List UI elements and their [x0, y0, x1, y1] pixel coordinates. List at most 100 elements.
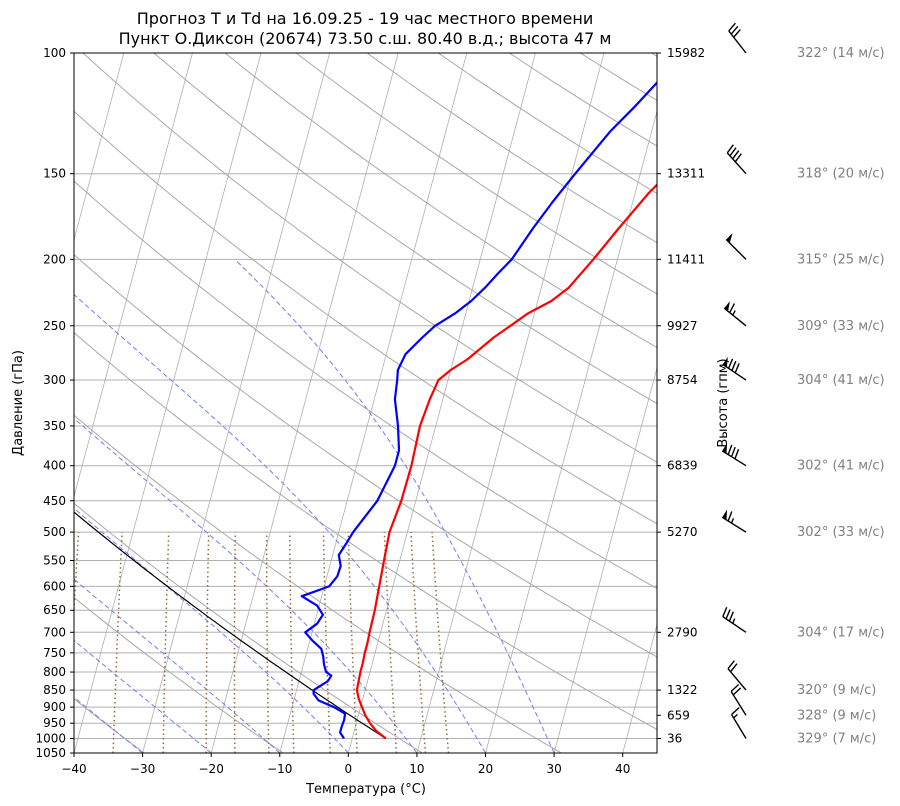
dry-adiabat-line — [153, 53, 657, 405]
wind-barb — [730, 707, 747, 739]
moist-adiabat-line — [74, 578, 281, 753]
height-tick-label: 8754 — [667, 373, 698, 387]
wind-barb-label: 302° (33 м/с) — [797, 525, 885, 540]
height-tick-label: 1322 — [667, 683, 698, 697]
x-axis-label: Температура (°C) — [305, 782, 426, 797]
wind-barb-full — [734, 363, 740, 374]
y-tick-label: 300 — [43, 373, 66, 387]
isotherm-line — [74, 53, 262, 753]
y-tick-label: 200 — [43, 252, 66, 266]
y-tick-label: 900 — [43, 700, 66, 714]
mixing-ratio-line — [383, 532, 398, 753]
temperature-profile-line — [355, 183, 657, 740]
wind-barb-staff — [727, 668, 747, 691]
dry-adiabat-line — [74, 698, 145, 753]
y-tick-label: 950 — [43, 716, 66, 730]
wind-barb-full — [728, 22, 736, 32]
wind-barb-full — [727, 660, 735, 670]
data-lines — [74, 80, 657, 740]
mixing-ratio-line — [265, 532, 270, 753]
y-tick-label: 150 — [43, 167, 66, 181]
wind-barb-label: 329° (7 м/с) — [797, 731, 876, 746]
wind-barb — [721, 509, 747, 533]
x-tick-label: 30 — [546, 762, 561, 776]
wind-barb-label: 304° (41 м/с) — [797, 373, 885, 388]
mixing-ratio-line — [347, 532, 358, 753]
wind-barb-full — [729, 303, 736, 313]
y-axis-right-label: Высота (гпм) — [716, 358, 731, 447]
dry-adiabat-line — [74, 596, 284, 753]
height-tick-label: 36 — [667, 731, 682, 745]
height-tick-label: 2790 — [667, 625, 698, 639]
wind-barb-full — [733, 29, 741, 38]
wind-barb-flag — [722, 509, 728, 520]
y-tick-label: 800 — [43, 665, 66, 679]
wind-barb-flag — [726, 233, 733, 244]
wind-barb — [728, 22, 747, 54]
dry-adiabat-line — [74, 254, 657, 658]
isotherm-line — [553, 366, 657, 753]
moist-adiabat-line — [74, 293, 486, 753]
wind-barb — [730, 684, 747, 716]
wind-barb-label: 309° (33 м/с) — [797, 319, 885, 334]
wind-barb-flag — [722, 443, 728, 454]
mixing-ratio-line — [112, 532, 123, 753]
wind-barb-half — [732, 310, 736, 316]
x-tick-label: 0 — [345, 762, 353, 776]
y-tick-label: 1050 — [35, 746, 66, 760]
wind-barb — [722, 606, 747, 633]
isotherm-line — [622, 623, 657, 753]
y-tick-label: 400 — [43, 459, 66, 473]
height-tick-label: 9927 — [667, 319, 698, 333]
moist-adiabat-line — [74, 507, 349, 753]
isotherm-line — [485, 109, 657, 753]
wind-barb-full — [732, 150, 740, 160]
wind-barb-half — [730, 518, 735, 524]
dry-adiabat-line — [74, 414, 562, 753]
wind-barb-staff — [730, 714, 747, 739]
y-tick-label: 550 — [43, 554, 66, 568]
y-axis-label: Давление (гПа) — [11, 350, 26, 456]
x-tick-label: 40 — [615, 762, 630, 776]
wind-barb-label: 304° (17 м/с) — [797, 625, 885, 640]
isotherm-line — [760, 53, 900, 753]
wind-barb-full — [730, 446, 736, 457]
wind-barb-full — [732, 687, 742, 696]
dry-adiabat-line — [82, 53, 657, 463]
wind-barb-staff — [726, 152, 747, 175]
reference-adiabat-line — [74, 511, 387, 740]
wind-barb — [725, 233, 747, 260]
y-tick-label: 500 — [43, 525, 66, 539]
mixing-ratio-line — [233, 532, 237, 753]
wind-barb-label: 318° (20 м/с) — [797, 167, 885, 182]
wind-barb — [722, 356, 747, 381]
wind-barb-full — [727, 444, 733, 455]
mixing-ratio-line — [322, 532, 332, 753]
background-lines — [74, 53, 900, 753]
mixing-ratio-line — [410, 532, 427, 753]
wind-barb — [727, 660, 747, 691]
moist-adiabat-line — [74, 696, 143, 753]
wind-barb-full — [722, 606, 728, 617]
y-tick-label: 350 — [43, 419, 66, 433]
y-tick-label: 450 — [43, 494, 66, 508]
wind-barb-label: 322° (14 м/с) — [797, 46, 885, 61]
dry-adiabat-line — [74, 180, 657, 590]
wind-barb-full — [730, 25, 739, 35]
wind-barb-half — [732, 618, 736, 624]
wind-barb-half — [733, 713, 738, 719]
y-tick-label: 700 — [43, 625, 66, 639]
wind-barb-full — [731, 707, 740, 715]
y-tick-label: 850 — [43, 683, 66, 697]
dewpoint-profile-line — [300, 80, 657, 740]
isotherm-line — [279, 53, 468, 753]
wind-barb-flag — [722, 356, 728, 368]
isotherm-line — [74, 53, 125, 242]
wind-barb-staff — [725, 239, 747, 260]
dry-adiabat-line — [651, 53, 657, 57]
wind-barb-full — [730, 663, 738, 673]
x-tick-label: 20 — [478, 762, 493, 776]
wind-barb-full — [725, 609, 731, 620]
wind-barb-label: 315° (25 м/с) — [797, 252, 885, 267]
dry-adiabat-line — [224, 53, 657, 349]
